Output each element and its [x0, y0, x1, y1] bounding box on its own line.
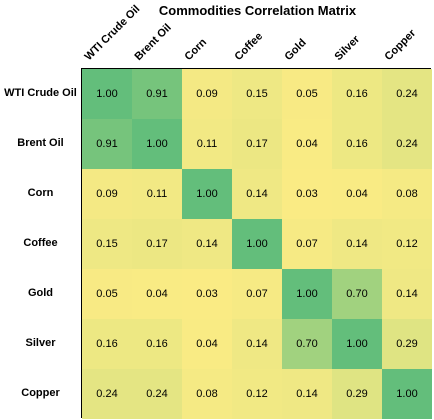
heatmap-cell: 0.70 [282, 319, 332, 369]
heatmap-cell: 0.16 [132, 319, 182, 369]
heatmap-cell: 0.91 [82, 119, 132, 169]
heatmap-cell: 0.14 [382, 269, 432, 319]
heatmap-cell: 0.15 [82, 219, 132, 269]
heatmap-cell: 0.05 [82, 269, 132, 319]
heatmap-cell: 0.09 [182, 69, 232, 119]
heatmap-cell: 0.04 [132, 269, 182, 319]
heatmap-cell: 1.00 [382, 369, 432, 419]
row-header-label: Corn [27, 187, 54, 199]
row-headers: WTI Crude Oil Brent Oil Corn Coffee Gold Silv… [0, 68, 81, 418]
column-header: Brent Oil [131, 19, 181, 65]
heatmap-cell: 0.11 [182, 119, 232, 169]
column-header: Copper [381, 19, 431, 65]
column-header: Gold [281, 19, 331, 65]
heatmap-cell: 0.03 [282, 169, 332, 219]
row-header-label: Brent Oil [17, 137, 64, 149]
heatmap-cell: 0.24 [132, 369, 182, 419]
heatmap-cell: 0.24 [82, 369, 132, 419]
heatmap-cell: 0.12 [382, 219, 432, 269]
heatmap-cell: 0.08 [382, 169, 432, 219]
column-header-label: Silver [332, 33, 363, 63]
heatmap-cell: 0.04 [332, 169, 382, 219]
heatmap-cell: 0.14 [232, 319, 282, 369]
heatmap-cell: 0.15 [232, 69, 282, 119]
heatmap-cell: 0.03 [182, 269, 232, 319]
column-header-label: Copper [382, 27, 419, 63]
heatmap-cell: 1.00 [132, 119, 182, 169]
heatmap-cell: 0.04 [182, 319, 232, 369]
heatmap-cell: 0.29 [382, 319, 432, 369]
heatmap-cell: 0.08 [182, 369, 232, 419]
heatmap-grid: 1.00 0.91 0.09 0.15 0.05 0.16 0.24 0.91 1.00 0.11… [81, 68, 432, 419]
heatmap-cell: 1.00 [82, 69, 132, 119]
heatmap-cell: 0.17 [132, 219, 182, 269]
heatmap-cell: 0.04 [282, 119, 332, 169]
heatmap-cell: 0.16 [82, 319, 132, 369]
column-header-label: Coffee [232, 30, 266, 64]
heatmap-cell: 0.17 [232, 119, 282, 169]
heatmap-cell: 1.00 [232, 219, 282, 269]
heatmap-cell: 0.70 [332, 269, 382, 319]
heatmap-cell: 0.14 [332, 219, 382, 269]
chart-title: Commodities Correlation Matrix [158, 3, 357, 18]
row-header-label: Silver [25, 337, 56, 349]
heatmap-cell: 1.00 [182, 169, 232, 219]
column-header-label: Brent Oil [132, 21, 174, 64]
heatmap-cell: 0.16 [332, 69, 382, 119]
heatmap-cell: 1.00 [282, 269, 332, 319]
column-header: Coffee [231, 19, 281, 65]
heatmap-cell: 0.14 [182, 219, 232, 269]
heatmap-cell: 0.12 [232, 369, 282, 419]
column-header-label: Corn [182, 36, 210, 63]
heatmap-cell: 0.07 [282, 219, 332, 269]
heatmap-cell: 1.00 [332, 319, 382, 369]
heatmap-cell: 0.24 [382, 119, 432, 169]
column-header: Silver [331, 19, 381, 65]
heatmap-cell: 0.29 [332, 369, 382, 419]
heatmap-cell: 0.91 [132, 69, 182, 119]
heatmap-cell: 0.07 [232, 269, 282, 319]
column-header: Corn [181, 19, 231, 65]
heatmap-cell: 0.24 [382, 69, 432, 119]
heatmap-cell: 0.16 [332, 119, 382, 169]
row-header-label: Copper [21, 387, 60, 399]
heatmap-cell: 0.05 [282, 69, 332, 119]
column-header-label: Gold [282, 36, 309, 63]
heatmap-cell: 0.11 [132, 169, 182, 219]
row-header-label: WTI Crude Oil [4, 87, 77, 99]
heatmap-cell: 0.14 [282, 369, 332, 419]
row-header-label: Gold [27, 287, 54, 299]
heatmap-cell: 0.14 [232, 169, 282, 219]
column-header: WTI Crude Oil [81, 3, 143, 65]
row-header-label: Coffee [23, 237, 58, 249]
heatmap-cell: 0.09 [82, 169, 132, 219]
column-headers: WTI Crude Oil Brent Oil Corn Coffee Gold Silv… [81, 3, 434, 68]
